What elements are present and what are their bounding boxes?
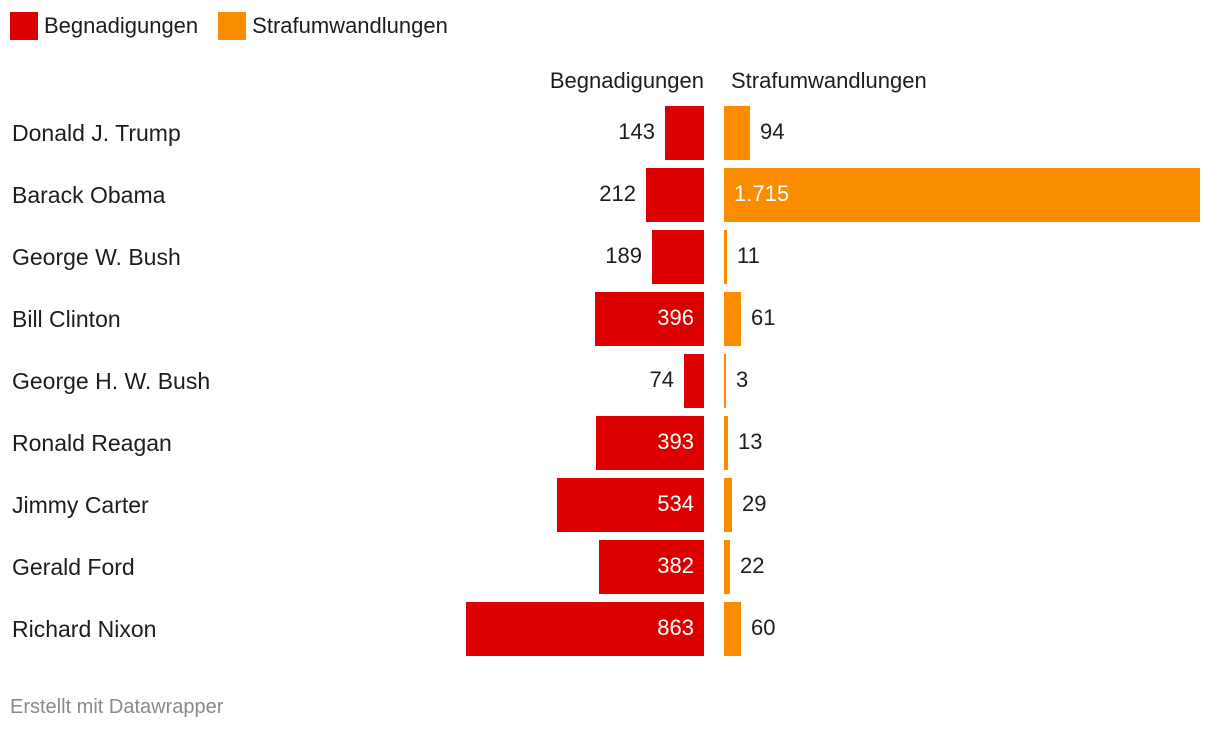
bar-strafumwandlungen-bill-clinton xyxy=(724,292,741,346)
bar-strafumwandlungen-gerald-ford xyxy=(724,540,730,594)
bar-begnadigungen-donald-j-trump xyxy=(665,106,704,160)
value-label-strafumwandlungen-bill-clinton: 61 xyxy=(751,305,776,330)
bar-begnadigungen-gerald-ford xyxy=(599,540,704,594)
column-header-strafumwandlungen: Strafumwandlungen xyxy=(731,68,927,93)
bar-strafumwandlungen-donald-j-trump xyxy=(724,106,750,160)
value-label-begnadigungen-donald-j-trump: 143 xyxy=(618,119,655,144)
bar-begnadigungen-barack-obama xyxy=(646,168,704,222)
value-label-begnadigungen-barack-obama: 212 xyxy=(599,181,636,206)
value-label-begnadigungen-gerald-ford: 382 xyxy=(657,553,694,578)
row-label-george-w-bush: George W. Bush xyxy=(12,244,181,270)
bar-begnadigungen-richard-nixon xyxy=(466,602,704,656)
row-label-gerald-ford: Gerald Ford xyxy=(12,554,135,580)
bar-begnadigungen-ronald-reagan xyxy=(596,416,704,470)
value-label-begnadigungen-george-w-bush: 189 xyxy=(605,243,642,268)
bar-strafumwandlungen-jimmy-carter xyxy=(724,478,732,532)
value-label-strafumwandlungen-donald-j-trump: 94 xyxy=(760,119,785,144)
legend-item-begnadigungen: Begnadigungen xyxy=(10,12,198,40)
row-label-donald-j-trump: Donald J. Trump xyxy=(12,120,181,146)
row-label-bill-clinton: Bill Clinton xyxy=(12,306,121,332)
bar-begnadigungen-george-w-bush xyxy=(652,230,704,284)
value-label-strafumwandlungen-ronald-reagan: 13 xyxy=(738,429,763,454)
value-label-strafumwandlungen-gerald-ford: 22 xyxy=(740,553,765,578)
legend-item-strafumwandlungen: Strafumwandlungen xyxy=(218,12,448,40)
row-label-richard-nixon: Richard Nixon xyxy=(12,616,157,642)
legend-label-strafumwandlungen: Strafumwandlungen xyxy=(252,13,448,38)
bar-strafumwandlungen-barack-obama xyxy=(724,168,1200,222)
legend: Begnadigungen Strafumwandlungen xyxy=(10,12,468,40)
footer-credit: Erstellt mit Datawrapper xyxy=(10,696,224,718)
row-label-george-h-w-bush: George H. W. Bush xyxy=(12,368,211,394)
bar-strafumwandlungen-richard-nixon xyxy=(724,602,741,656)
bar-strafumwandlungen-ronald-reagan xyxy=(724,416,728,470)
bar-strafumwandlungen-george-w-bush xyxy=(724,230,727,284)
row-label-jimmy-carter: Jimmy Carter xyxy=(12,492,149,518)
value-label-begnadigungen-bill-clinton: 396 xyxy=(657,305,694,330)
value-label-begnadigungen-jimmy-carter: 534 xyxy=(657,491,694,516)
bar-begnadigungen-jimmy-carter xyxy=(557,478,704,532)
value-label-begnadigungen-ronald-reagan: 393 xyxy=(657,429,694,454)
bar-begnadigungen-george-h-w-bush xyxy=(684,354,704,408)
value-label-begnadigungen-richard-nixon: 863 xyxy=(657,615,694,640)
column-header-begnadigungen: Begnadigungen xyxy=(549,68,704,93)
legend-swatch-strafumwandlungen xyxy=(218,12,247,40)
legend-label-begnadigungen: Begnadigungen xyxy=(44,13,199,38)
value-label-strafumwandlungen-richard-nixon: 60 xyxy=(751,615,776,640)
value-label-strafumwandlungen-barack-obama: 1.715 xyxy=(734,181,790,206)
bar-begnadigungen-bill-clinton xyxy=(595,292,704,346)
bar-strafumwandlungen-george-h-w-bush xyxy=(724,354,726,408)
row-label-barack-obama: Barack Obama xyxy=(12,182,166,208)
row-label-ronald-reagan: Ronald Reagan xyxy=(12,430,172,456)
value-label-strafumwandlungen-jimmy-carter: 29 xyxy=(742,491,767,516)
value-label-strafumwandlungen-george-h-w-bush: 3 xyxy=(736,367,749,392)
legend-swatch-begnadigungen xyxy=(10,12,38,40)
value-label-strafumwandlungen-george-w-bush: 11 xyxy=(737,243,760,268)
value-label-begnadigungen-george-h-w-bush: 74 xyxy=(649,367,674,392)
